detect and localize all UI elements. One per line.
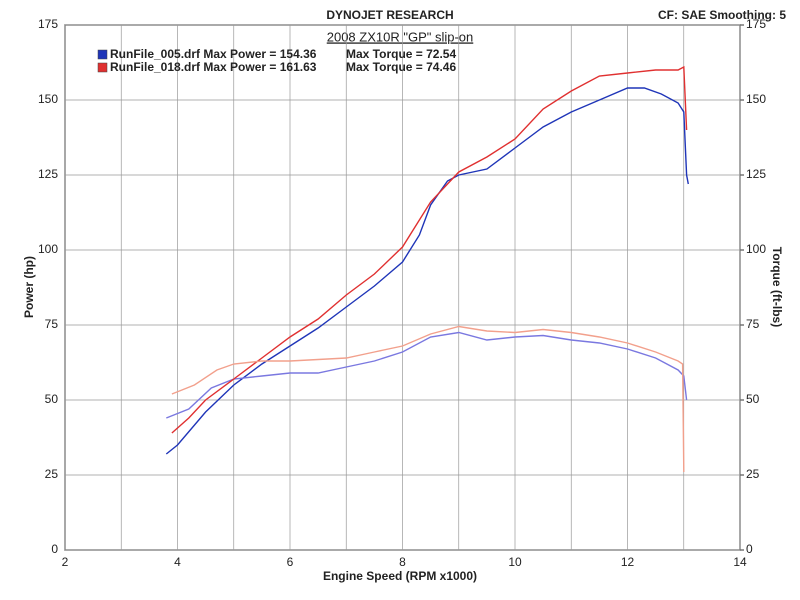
y2-tick-label: 100 bbox=[746, 242, 766, 256]
chart-title: 2008 ZX10R "GP" slip-on bbox=[327, 29, 474, 44]
data-line bbox=[171, 325, 685, 473]
legend-swatch bbox=[97, 62, 108, 73]
x-tick-label: 8 bbox=[399, 555, 406, 569]
y-axis-label: Power (hp) bbox=[22, 256, 36, 318]
legend-label: Max Torque = 74.46 bbox=[346, 60, 456, 74]
y-tick-label: 150 bbox=[38, 92, 58, 106]
data-line bbox=[171, 65, 688, 434]
x-tick-label: 12 bbox=[621, 555, 635, 569]
y-tick-label: 50 bbox=[45, 392, 59, 406]
y2-tick-label: 25 bbox=[746, 467, 760, 481]
y2-tick-label: 125 bbox=[746, 167, 766, 181]
x-tick-label: 10 bbox=[508, 555, 522, 569]
y-tick-label: 75 bbox=[45, 317, 59, 331]
y2-tick-label: 0 bbox=[746, 542, 753, 556]
y-tick-label: 175 bbox=[38, 17, 58, 31]
y2-tick-label: 75 bbox=[746, 317, 760, 331]
y2-tick-label: 150 bbox=[746, 92, 766, 106]
legend-label: RunFile_018.drf Max Power = 161.63 bbox=[110, 60, 317, 74]
data-line bbox=[165, 87, 689, 455]
x-tick-label: 14 bbox=[733, 555, 747, 569]
y2-tick-label: 50 bbox=[746, 392, 760, 406]
y2-axis-label: Torque (ft-lbs) bbox=[770, 247, 784, 327]
y-tick-label: 0 bbox=[51, 542, 58, 556]
x-tick-label: 4 bbox=[174, 555, 181, 569]
legend-label: RunFile_005.drf Max Power = 154.36 bbox=[110, 47, 317, 61]
y-tick-label: 125 bbox=[38, 167, 58, 181]
x-tick-label: 6 bbox=[287, 555, 294, 569]
data-line bbox=[166, 331, 688, 419]
settings: CF: SAE Smoothing: 5 bbox=[658, 8, 786, 22]
y-tick-label: 25 bbox=[45, 467, 59, 481]
x-tick-label: 2 bbox=[62, 555, 69, 569]
y2-tick-label: 175 bbox=[746, 17, 766, 31]
brand: DYNOJET RESEARCH bbox=[326, 8, 453, 22]
y-tick-label: 100 bbox=[38, 242, 58, 256]
legend-label: Max Torque = 72.54 bbox=[346, 47, 456, 61]
x-axis-label: Engine Speed (RPM x1000) bbox=[323, 569, 477, 583]
legend-swatch bbox=[97, 49, 108, 60]
